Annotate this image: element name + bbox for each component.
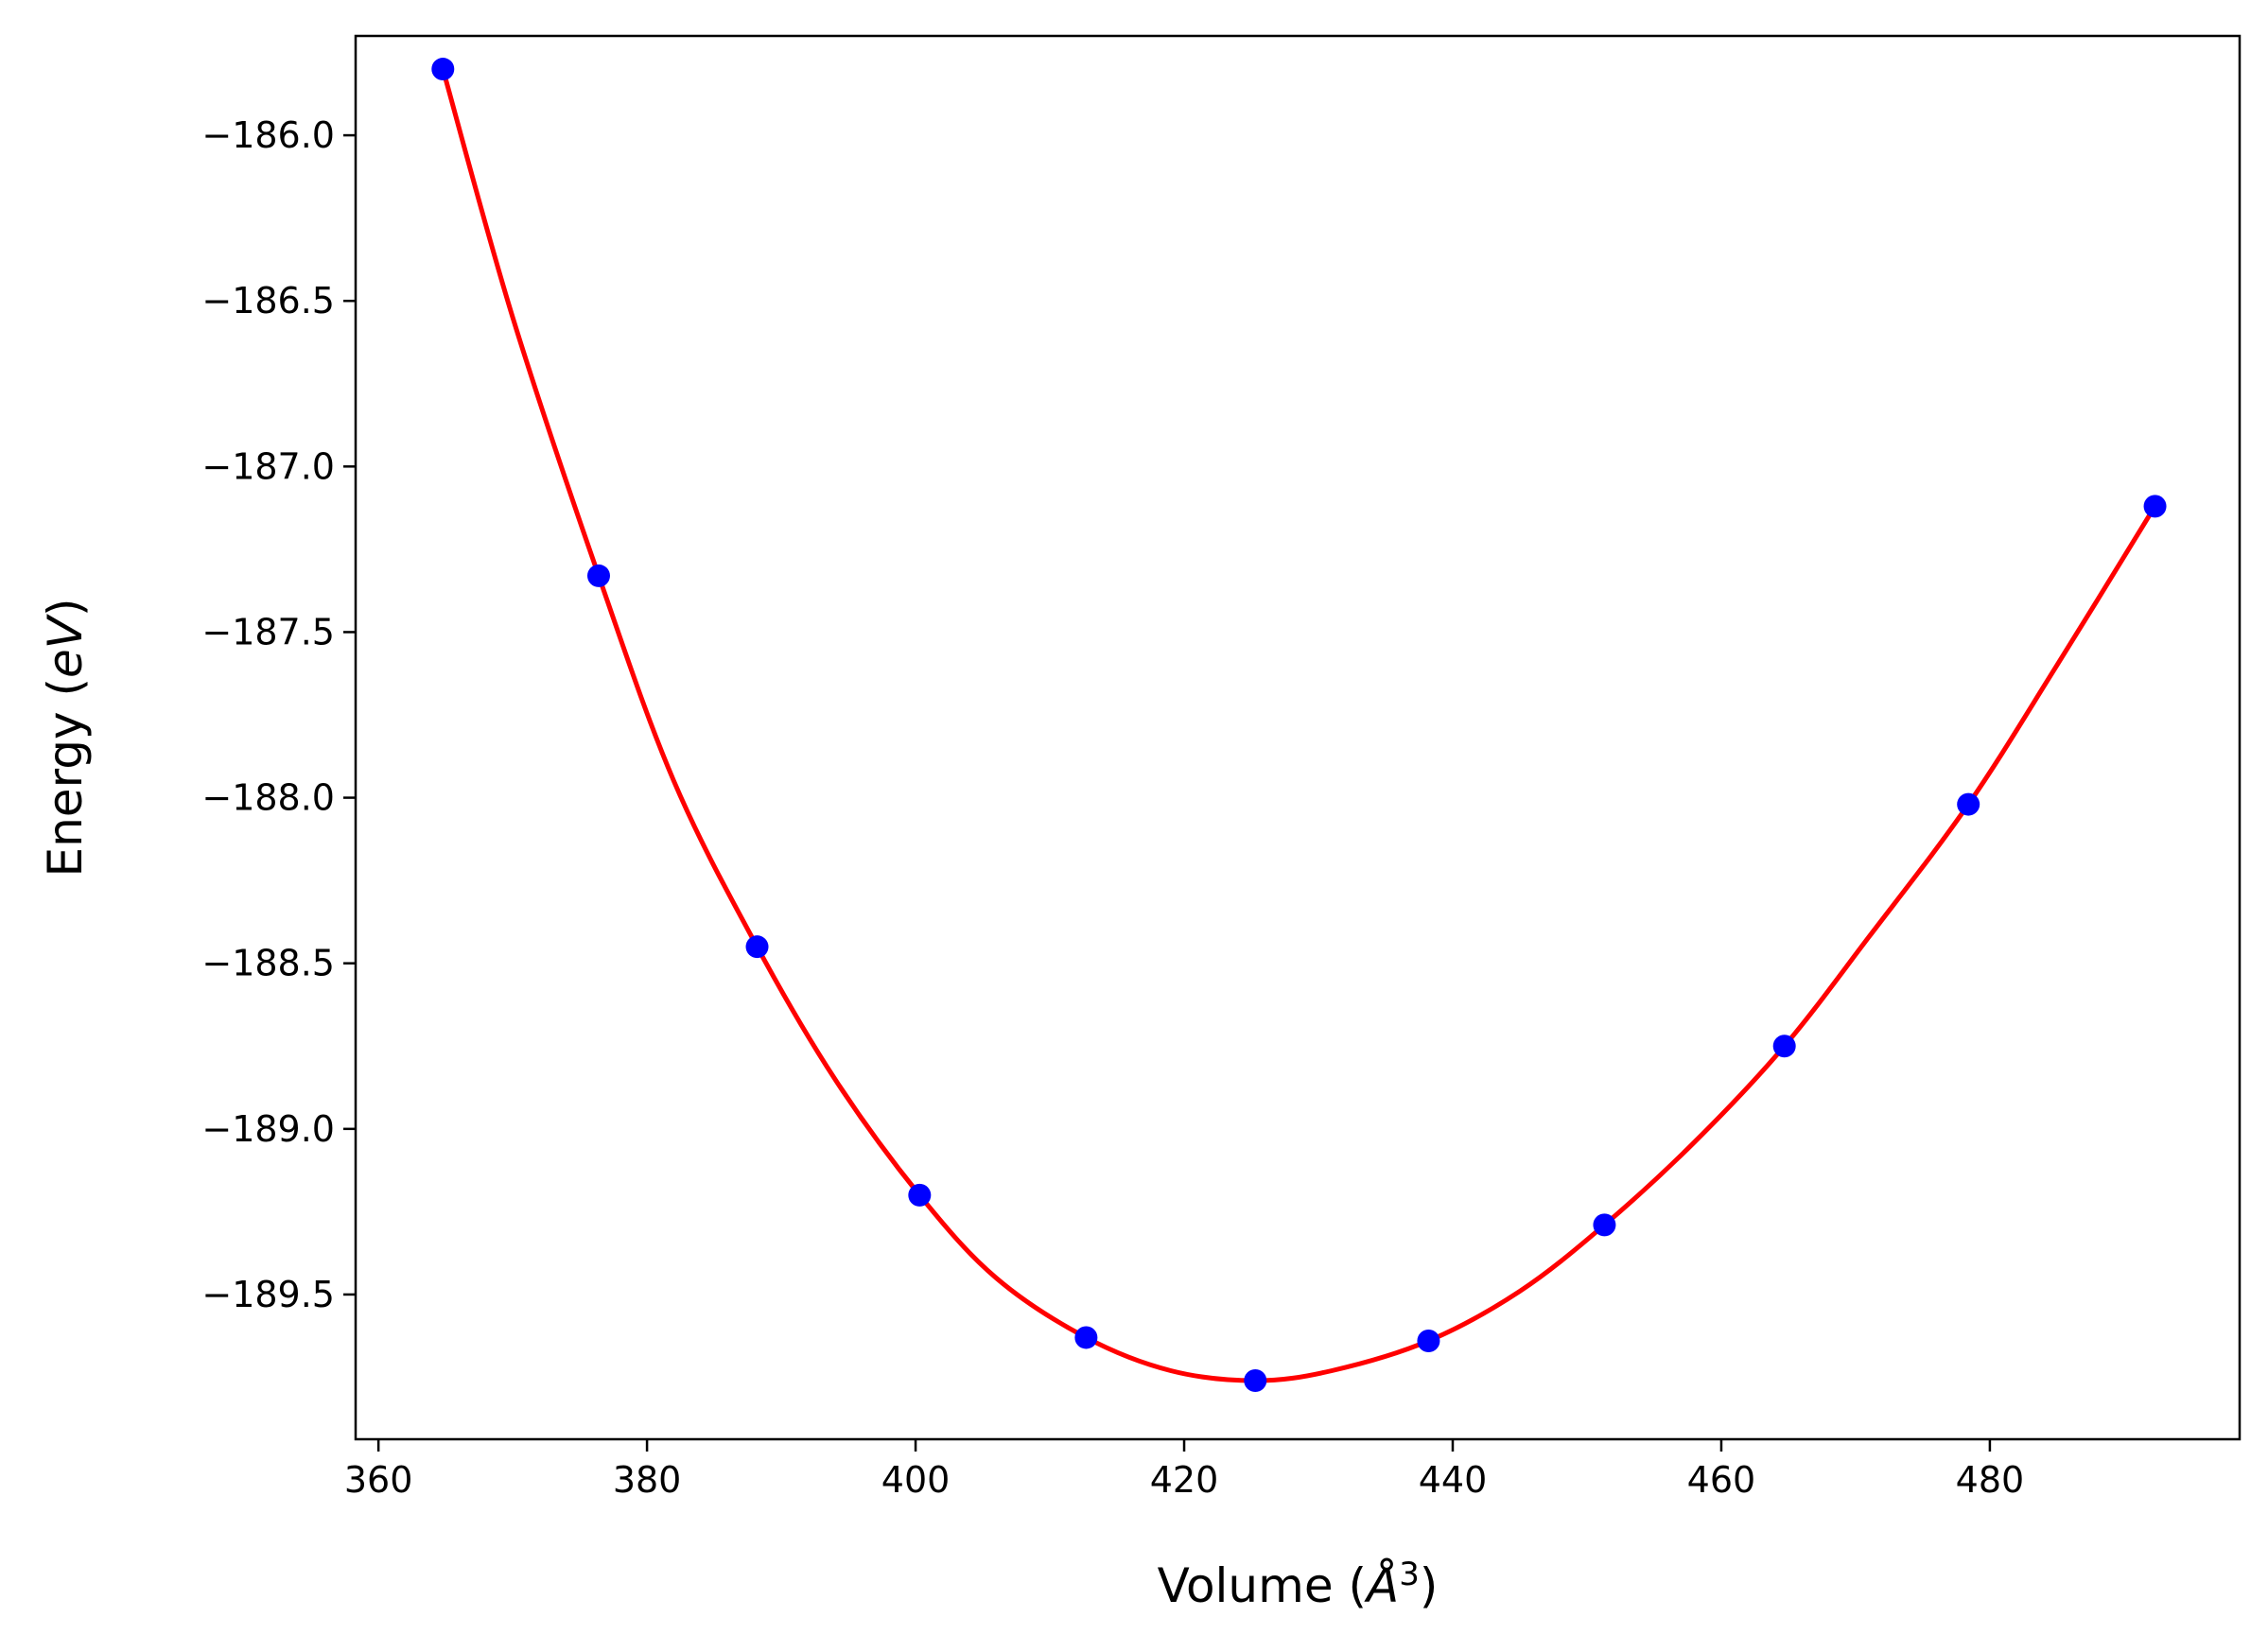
x-axis-label: Volume (Å3) — [1158, 1556, 1439, 1613]
x-tick-label: 440 — [1419, 1459, 1488, 1501]
y-tick-label: −187.0 — [201, 445, 335, 487]
data-point — [2143, 495, 2167, 518]
y-axis-label-text: Energy — [38, 711, 93, 877]
x-tick-label: 380 — [613, 1459, 682, 1501]
x-tick-label: 420 — [1150, 1459, 1219, 1501]
data-point — [1772, 1035, 1796, 1058]
data-point — [1074, 1326, 1098, 1349]
x-tick-label: 360 — [344, 1459, 413, 1501]
data-points-layer — [431, 58, 2167, 1393]
data-point — [586, 564, 610, 587]
y-axis-ticks: −186.0 −186.5 −187.0 −187.5 −188.0 −188.5 −189… — [201, 114, 356, 1315]
plot-frame — [354, 34, 2242, 1441]
y-axis-label: Energy (eV) — [38, 599, 93, 878]
y-tick-label: −189.0 — [201, 1108, 335, 1150]
x-tick-label: 480 — [1956, 1459, 2025, 1501]
y-tick-label: −187.5 — [201, 611, 335, 652]
y-tick-label: −188.0 — [201, 777, 335, 819]
data-point — [1593, 1213, 1616, 1237]
data-point — [908, 1183, 932, 1207]
data-point — [1957, 792, 1980, 816]
fit-curve-layer — [440, 68, 2157, 1383]
y-tick-label: −186.5 — [201, 280, 335, 322]
x-axis-ticks: 360 380 400 420 440 460 480 — [344, 1439, 2024, 1501]
x-axis-unit-exponent: 3 — [1399, 1556, 1420, 1593]
fit-curve-line — [440, 68, 2157, 1383]
data-point — [1417, 1329, 1440, 1352]
y-axis-unit: eV — [38, 613, 93, 678]
y-tick-label: −188.5 — [201, 943, 335, 984]
y-tick-label: −186.0 — [201, 114, 335, 156]
y-tick-label: −189.5 — [201, 1274, 335, 1315]
data-point — [431, 58, 455, 81]
x-tick-label: 400 — [881, 1459, 951, 1501]
x-axis-label-text: Volume — [1158, 1558, 1334, 1613]
x-tick-label: 460 — [1687, 1459, 1756, 1501]
data-point — [1244, 1369, 1267, 1393]
x-axis-unit: Å — [1364, 1558, 1399, 1613]
data-point — [745, 935, 769, 959]
